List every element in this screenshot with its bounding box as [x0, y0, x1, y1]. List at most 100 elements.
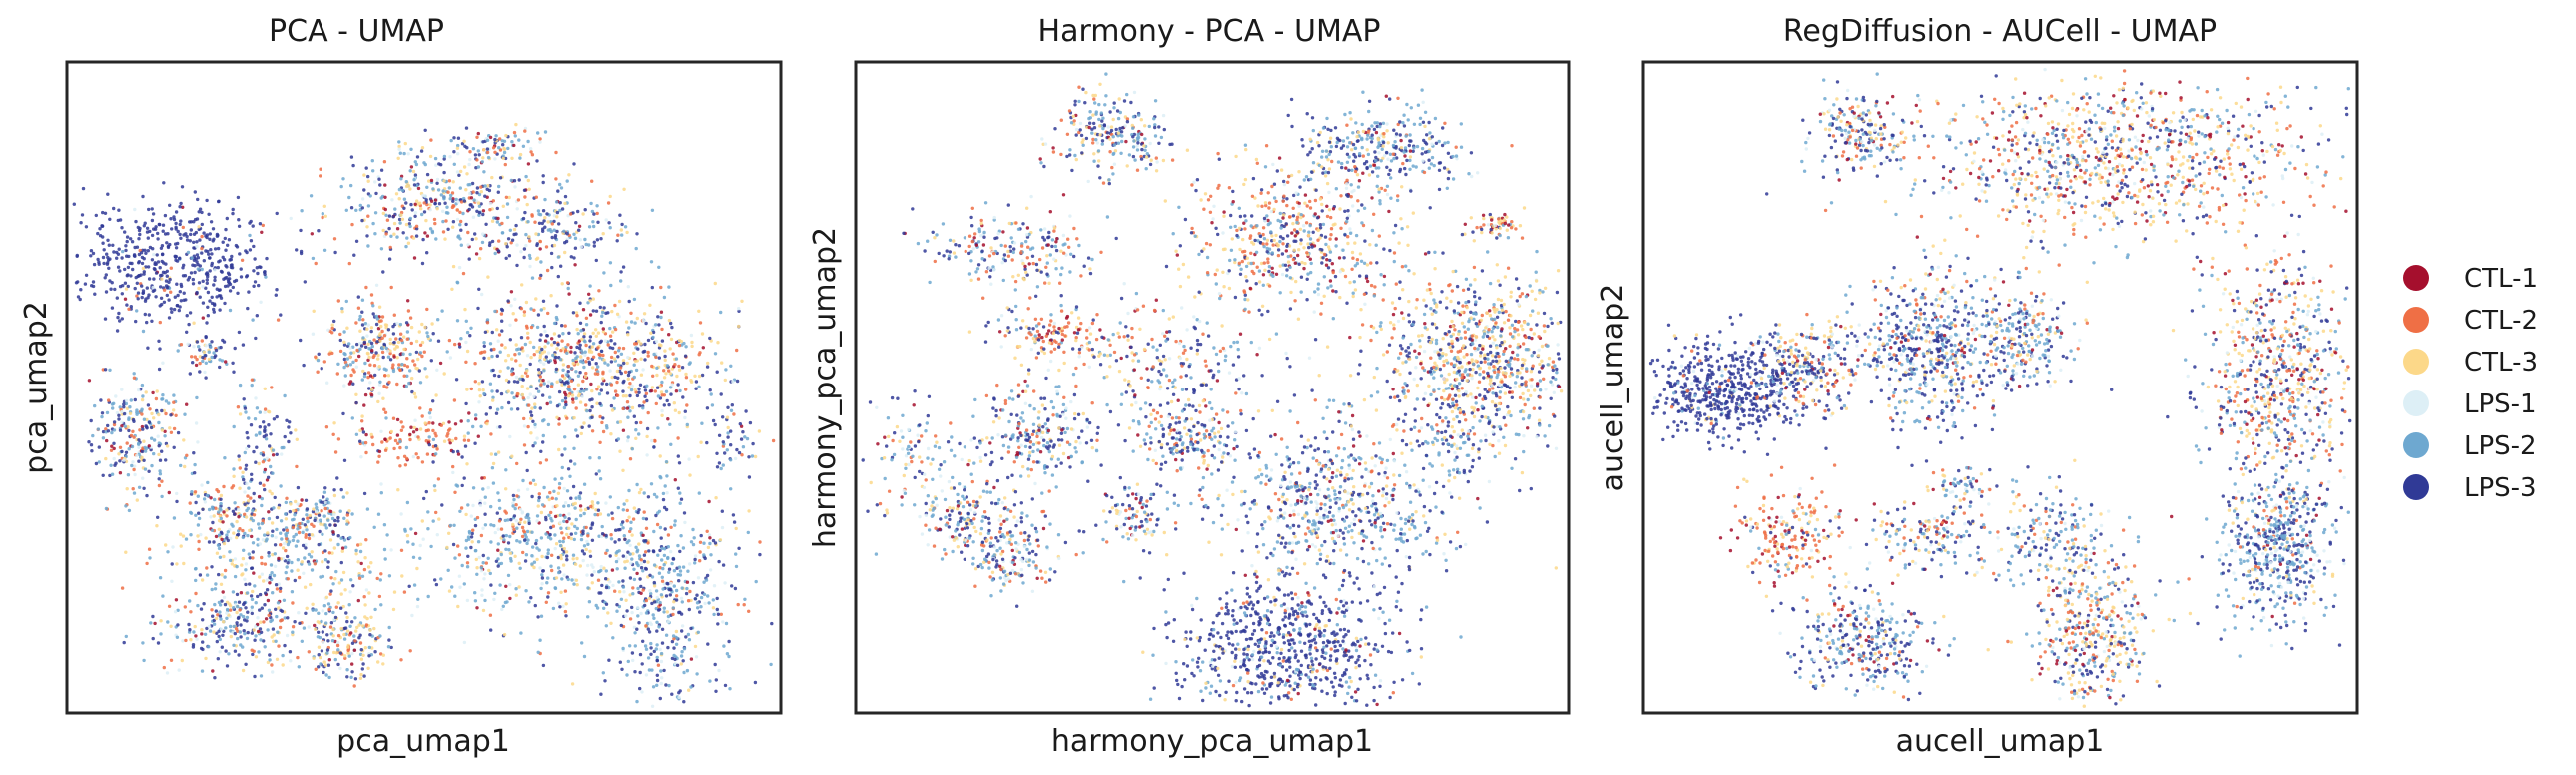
- scatter-point: [162, 300, 167, 304]
- scatter-point: [416, 455, 420, 460]
- scatter-point: [81, 186, 86, 191]
- scatter-point: [110, 281, 114, 285]
- scatter-point: [554, 576, 559, 580]
- scatter-point: [613, 350, 617, 355]
- scatter-point: [519, 631, 523, 635]
- scatter-point: [188, 311, 193, 315]
- scatter-point: [425, 172, 430, 177]
- scatter-point: [613, 389, 618, 393]
- scatter-point: [378, 380, 382, 384]
- scatter-point: [408, 369, 412, 373]
- scatter-point: [405, 500, 410, 505]
- scatter-point: [567, 331, 571, 335]
- scatter-point: [490, 219, 495, 223]
- scatter-point: [341, 570, 346, 575]
- scatter-point: [558, 378, 562, 382]
- scatter-point: [109, 287, 113, 291]
- scatter-point: [621, 508, 625, 512]
- scatter-point: [210, 528, 215, 532]
- scatter-point: [317, 611, 321, 615]
- scatter-point: [536, 313, 541, 317]
- scatter-point: [257, 522, 261, 526]
- scatter-point: [608, 326, 612, 331]
- scatter-point: [291, 538, 296, 543]
- scatter-point: [771, 438, 776, 443]
- scatter-point: [243, 632, 247, 636]
- scatter-point: [423, 421, 427, 425]
- scatter-point: [193, 490, 198, 494]
- scatter-point: [378, 339, 382, 343]
- scatter-point: [312, 309, 316, 313]
- scatter-point: [491, 481, 496, 485]
- scatter-point: [314, 355, 318, 359]
- scatter-point: [421, 237, 425, 242]
- scatter-point: [698, 610, 702, 614]
- scatter-point: [218, 533, 222, 537]
- scatter-point: [573, 246, 578, 250]
- scatter-point: [641, 569, 645, 573]
- scatter-point: [570, 522, 574, 526]
- scatter-point: [264, 275, 268, 279]
- scatter-point: [758, 552, 762, 557]
- scatter-point: [184, 638, 188, 643]
- scatter-point: [684, 591, 689, 596]
- scatter-point: [239, 267, 243, 271]
- scatter-point: [660, 327, 664, 332]
- scatter-point: [515, 539, 519, 543]
- scatter-point: [140, 295, 144, 300]
- scatter-point: [131, 460, 135, 464]
- scatter-point: [367, 347, 371, 351]
- scatter-point: [474, 413, 478, 417]
- scatter-point: [658, 696, 662, 701]
- scatter-point: [660, 393, 664, 397]
- scatter-point: [584, 525, 588, 530]
- scatter-point: [527, 521, 531, 526]
- scatter-point: [371, 169, 375, 173]
- scatter-point: [333, 250, 337, 255]
- scatter-point: [538, 354, 543, 358]
- scatter-point: [583, 507, 588, 512]
- scatter-point: [267, 423, 271, 427]
- scatter-point: [189, 533, 193, 537]
- scatter-point: [622, 590, 626, 594]
- scatter-point: [260, 521, 265, 526]
- scatter-point: [283, 643, 287, 648]
- scatter-point: [560, 476, 564, 480]
- scatter-point: [190, 256, 194, 260]
- scatter-point: [547, 360, 551, 364]
- scatter-point: [189, 228, 193, 232]
- scatter-point: [146, 265, 151, 269]
- scatter-point: [223, 456, 227, 460]
- scatter-point: [677, 343, 682, 348]
- scatter-point: [181, 274, 186, 278]
- scatter-point: [565, 558, 569, 562]
- scatter-point: [509, 241, 513, 245]
- scatter-point: [241, 572, 245, 576]
- scatter-point: [366, 174, 370, 179]
- scatter-point: [347, 261, 351, 266]
- scatter-point: [263, 603, 267, 607]
- scatter-point: [404, 445, 409, 450]
- scatter-point: [667, 567, 672, 571]
- scatter-point: [632, 351, 636, 355]
- scatter-point: [693, 597, 697, 601]
- scatter-point: [455, 217, 460, 222]
- scatter-point: [314, 261, 318, 266]
- scatter-point: [459, 219, 463, 224]
- scatter-point: [250, 631, 254, 635]
- scatter-point: [193, 462, 197, 467]
- scatter-point: [543, 216, 547, 220]
- scatter-point: [404, 244, 408, 249]
- scatter-point: [433, 198, 438, 202]
- scatter-point: [120, 586, 125, 590]
- scatter-point: [538, 638, 542, 642]
- scatter-point: [205, 493, 210, 498]
- scatter-point: [697, 385, 701, 388]
- scatter-point: [165, 274, 169, 278]
- scatter-point: [522, 424, 527, 428]
- scatter-point: [554, 315, 559, 320]
- scatter-point: [152, 277, 156, 281]
- scatter-point: [496, 339, 500, 343]
- scatter-point: [508, 582, 512, 587]
- scatter-point: [218, 650, 222, 654]
